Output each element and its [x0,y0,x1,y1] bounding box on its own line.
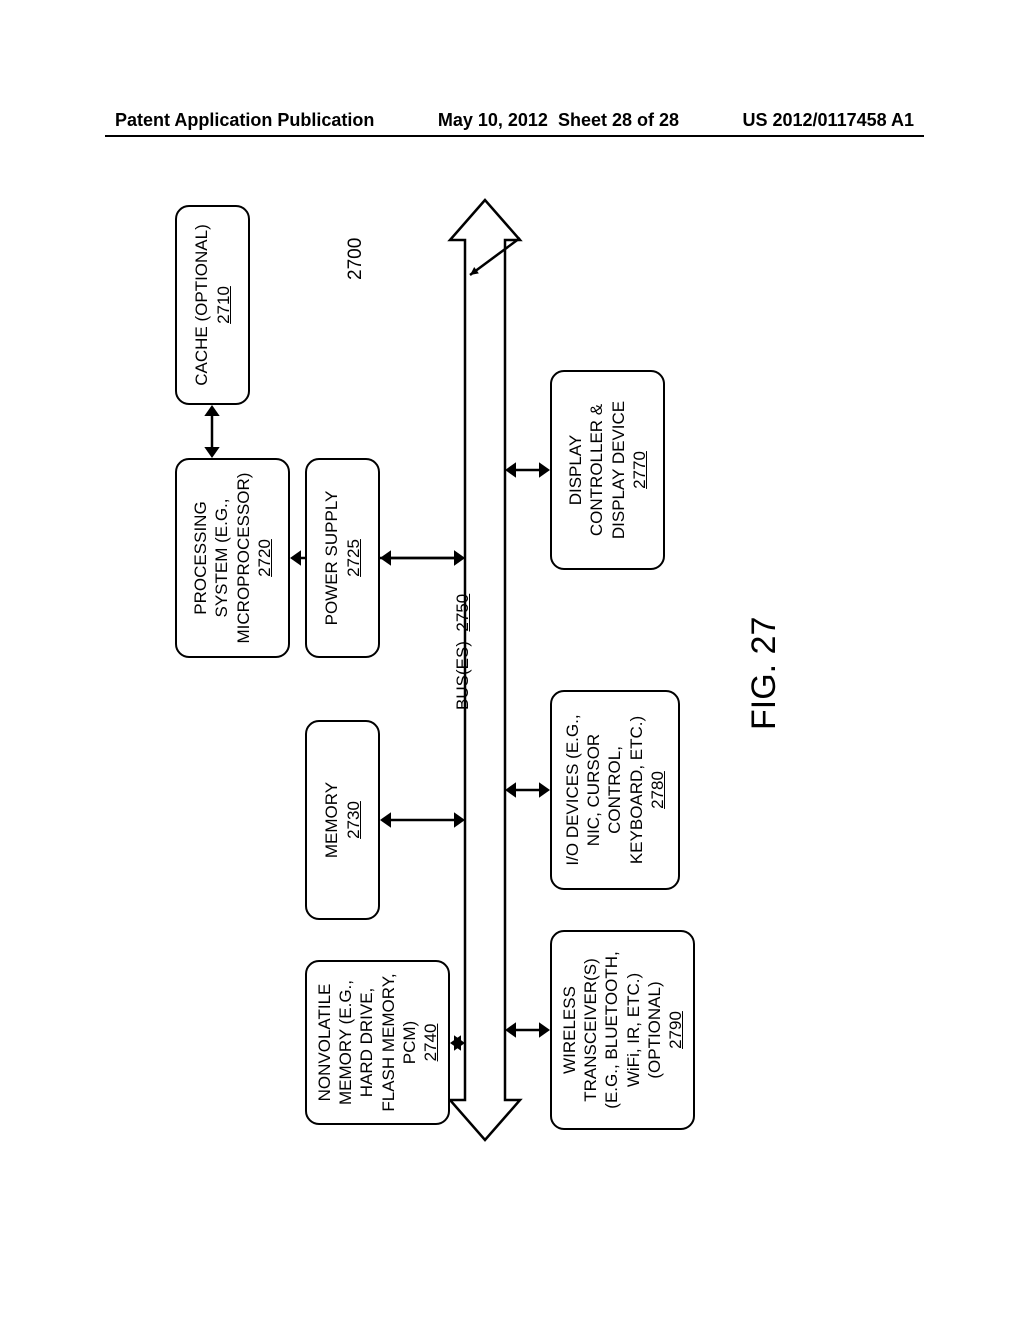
display-line: DISPLAY [565,435,586,506]
memory-line: MEMORY [321,782,342,858]
cache-wrap: CACHE (OPTIONAL)2710 [175,205,250,405]
memory-wrap: MEMORY2730 [305,720,380,920]
power-bus-arrow-head-l [380,550,391,565]
nvm-wrap: NONVOLATILEMEMORY (E.G.,HARD DRIVE,FLASH… [305,960,450,1125]
power-block: POWER SUPPLY2725 [305,458,380,658]
cache-line: CACHE (OPTIONAL) [191,224,212,386]
wireless-ref: 2790 [665,1011,686,1049]
processing-block: PROCESSINGSYSTEM (E.G.,MICROPROCESSOR)27… [175,458,290,658]
wireless-line: TRANSCEIVER(S) [580,958,601,1102]
io-block: I/O DEVICES (E.G.,NIC, CURSORCONTROL,KEY… [550,690,680,890]
memory-bus-arrow-head-l [380,812,391,827]
display-line: CONTROLLER & [586,404,607,536]
wireless-line: WiFi, IR, ETC.) [623,973,644,1087]
figure-label: FIG. 27 [745,617,784,730]
memory-block: MEMORY2730 [305,720,380,920]
cache-to-processing-arrow-head-b [204,447,219,458]
cache-ref: 2710 [213,286,234,324]
io-line: KEYBOARD, ETC.) [626,716,647,864]
display-ref: 2770 [629,451,650,489]
nvm-line: MEMORY (E.G., [335,980,356,1105]
wireless-line: (E.G., BLUETOOTH, [601,951,622,1108]
wireless-block: WIRELESSTRANSCEIVER(S)(E.G., BLUETOOTH,W… [550,930,695,1130]
nvm-line: HARD DRIVE, [356,988,377,1098]
header-right: US 2012/0117458 A1 [743,110,914,131]
nvm-block: NONVOLATILEMEMORY (E.G.,HARD DRIVE,FLASH… [305,960,450,1125]
nvm-line: NONVOLATILE [314,984,335,1102]
bus-label-text: BUS(ES) [453,641,472,710]
wireless-bus-arrow-head-r [539,1022,550,1037]
header-rule [105,135,924,137]
wireless-line: (OPTIONAL) [644,981,665,1078]
system-ref-text: 2700 [345,238,366,280]
cache-block: CACHE (OPTIONAL)2710 [175,205,250,405]
display-block: DISPLAYCONTROLLER &DISPLAY DEVICE2770 [550,370,665,570]
display-wrap: DISPLAYCONTROLLER &DISPLAY DEVICE2770 [550,370,665,570]
display-bus-arrow-head-l [505,462,516,477]
wireless-line: WIRELESS [559,986,580,1074]
diagram-canvas: CACHE (OPTIONAL)2710 PROCESSINGSYSTEM (E.… [115,180,910,1140]
figure-label-text: FIG. 27 [745,617,783,730]
processing-wrap: PROCESSINGSYSTEM (E.G.,MICROPROCESSOR)27… [175,458,290,658]
bus-label: BUS(ES) 2750 [453,594,473,710]
memory-bus-arrow-head-r [454,812,465,827]
display-line: DISPLAY DEVICE [608,401,629,539]
memory-ref: 2730 [343,801,364,839]
wireless-bus-arrow-head-l [505,1022,516,1037]
power-ref: 2725 [343,539,364,577]
bus-ref-text: 2750 [453,594,472,632]
processing-bus-arrow-head-l [290,550,301,565]
header-center: May 10, 2012 Sheet 28 of 28 [438,110,679,131]
processing-line: PROCESSING [190,501,211,614]
cache-to-processing-arrow-head-t [204,405,219,416]
nvm-line: PCM) [399,1021,420,1064]
wireless-wrap: WIRELESSTRANSCEIVER(S)(E.G., BLUETOOTH,W… [550,930,695,1130]
processing-line: MICROPROCESSOR) [233,473,254,644]
io-line: CONTROL, [604,746,625,834]
header-left: Patent Application Publication [115,110,374,131]
page-header: Patent Application Publication May 10, 2… [0,110,1024,131]
power-line: POWER SUPPLY [321,491,342,626]
processing-line: SYSTEM (E.G., [211,498,232,617]
system-ref-label: 2700 [345,238,367,280]
nvm-line: FLASH MEMORY, [378,973,399,1111]
io-wrap: I/O DEVICES (E.G.,NIC, CURSORCONTROL,KEY… [550,690,680,890]
io-bus-arrow-head-r [539,782,550,797]
power-bus-arrow-head-r [454,550,465,565]
power-wrap: POWER SUPPLY2725 [305,458,380,658]
io-line: I/O DEVICES (E.G., [562,714,583,865]
display-bus-arrow-head-r [539,462,550,477]
io-line: NIC, CURSOR [583,734,604,846]
io-bus-arrow-head-l [505,782,516,797]
io-ref: 2780 [647,771,668,809]
nvm-ref: 2740 [420,1024,441,1062]
processing-ref: 2720 [254,539,275,577]
